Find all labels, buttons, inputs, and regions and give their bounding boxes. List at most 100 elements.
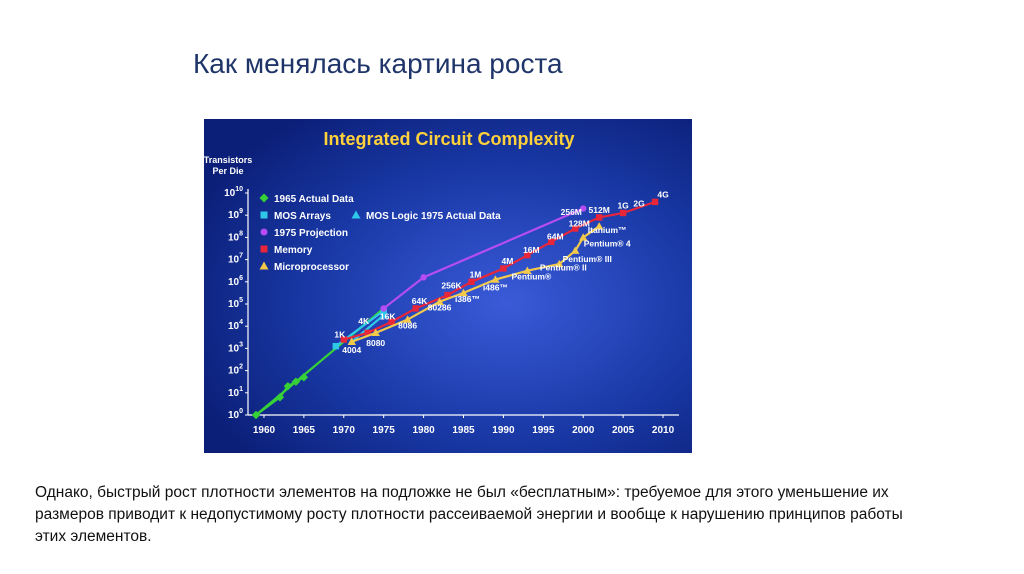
data-point-microprocessor <box>435 297 444 305</box>
x-tick-label: 1965 <box>293 425 316 436</box>
data-point-projection <box>380 305 387 312</box>
y-tick-label: 103 <box>228 341 243 354</box>
legend-label-microprocessor: Microprocessor <box>274 262 349 273</box>
data-point-memory <box>388 318 395 325</box>
data-point-memory <box>524 251 531 259</box>
data-point-memory <box>500 265 507 272</box>
chart-annotation: Pentium® 4 <box>584 238 631 248</box>
data-point-microprocessor <box>579 233 588 241</box>
chart-annotation: 4G <box>657 189 669 199</box>
chart-annotation: 1M <box>470 269 482 279</box>
data-point-memory <box>651 198 659 206</box>
legend-label-mos_logic: MOS Logic 1975 Actual Data <box>366 211 501 222</box>
data-point-microprocessor <box>459 288 468 297</box>
y-tick-label: 108 <box>228 230 243 243</box>
x-tick-label: 1960 <box>253 425 276 436</box>
chart-annotation: Pentium® <box>511 272 552 282</box>
chart-annotation: 256K <box>441 280 462 290</box>
legend-marker-memory <box>260 245 268 253</box>
data-point-microprocessor <box>347 337 356 345</box>
data-point-microprocessor <box>571 246 580 254</box>
data-point-microprocessor <box>403 315 412 323</box>
data-point-memory <box>468 278 475 285</box>
data-point-memory <box>364 329 371 337</box>
legend-label-projection: 1975 Projection <box>274 228 348 239</box>
data-point-memory <box>340 336 347 343</box>
chart-background <box>204 119 692 453</box>
legend-marker-microprocessor <box>259 261 269 270</box>
body-paragraph: Однако, быстрый рост плотности элементов… <box>35 484 903 545</box>
chart-title: Integrated Circuit Complexity <box>323 129 574 149</box>
legend-marker-mos_arrays <box>260 211 268 219</box>
chart-annotation: Itanium™ <box>588 225 627 235</box>
chart-annotation: 8080 <box>366 338 385 348</box>
data-point-microprocessor <box>371 328 380 337</box>
y-tick-label: 1010 <box>224 186 243 199</box>
x-tick-label: 1995 <box>532 425 555 436</box>
chart-annotation: 1K <box>334 329 346 339</box>
legend-marker-actual_1965 <box>259 193 269 203</box>
y-tick-label: 104 <box>228 319 243 332</box>
data-point-microprocessor <box>491 275 500 283</box>
legend-label-actual_1965: 1965 Actual Data <box>274 194 354 205</box>
chart-annotation: 4K <box>358 316 370 326</box>
chart-annotation: i486™ <box>483 283 508 293</box>
chart-annotation: 256M <box>561 207 582 217</box>
chart-annotation: 2G <box>633 198 645 208</box>
data-point-microprocessor <box>594 222 604 230</box>
data-point-mos_arrays <box>332 342 339 350</box>
chart-image: Integrated Circuit Complexity Transistor… <box>204 119 692 453</box>
chart-annotation: i386™ <box>455 294 480 304</box>
chart-annotation: 16K <box>380 312 396 322</box>
data-point-memory <box>619 209 627 217</box>
x-tick-label: 1990 <box>492 425 515 436</box>
y-tick-label: 102 <box>228 364 243 377</box>
y-tick-label: 109 <box>228 208 243 221</box>
chart-annotation: 80286 <box>428 303 452 313</box>
data-point-microprocessor <box>555 259 564 268</box>
chart-annotation: 8086 <box>398 320 417 330</box>
chart-annotation: 64K <box>412 296 428 306</box>
data-point-memory <box>548 238 555 246</box>
data-point-microprocessor <box>523 266 532 274</box>
legend-label-mos_arrays: MOS Arrays <box>274 211 331 222</box>
x-tick-label: 2010 <box>652 425 675 436</box>
data-point-actual_1965 <box>251 410 261 420</box>
chart-annotation: 4M <box>501 256 513 266</box>
legend-marker-mos_logic <box>351 210 361 219</box>
data-point-memory <box>412 305 419 312</box>
slide-title: Как менялась картина роста <box>193 48 563 79</box>
chart-annotation: 1G <box>617 201 629 211</box>
data-point-memory <box>444 291 451 299</box>
legend-label-memory: Memory <box>274 245 313 256</box>
legend-marker-projection <box>260 228 268 236</box>
series-line-mos_logic <box>351 314 385 343</box>
chart-annotation: Pentium® II <box>540 263 587 273</box>
chart-annotation: 4004 <box>342 345 361 355</box>
x-tick-label: 2005 <box>612 425 635 436</box>
chart-annotation: 16M <box>523 245 540 255</box>
data-point-projection <box>580 205 587 212</box>
chart-annotation: 512M <box>589 205 610 215</box>
data-point-actual_1965 <box>299 373 309 382</box>
data-point-actual_1965 <box>275 393 285 402</box>
y-tick-label: 107 <box>228 253 243 266</box>
y-tick-label: 101 <box>228 386 243 399</box>
y-tick-label: 100 <box>228 408 243 421</box>
y-axis-label: Transistors Per Die <box>204 155 252 176</box>
y-tick-label: 105 <box>228 297 243 310</box>
chart-annotation: Pentium® III <box>563 254 612 264</box>
chart-annotation: 64M <box>547 232 564 242</box>
data-point-mos_logic <box>379 310 388 319</box>
data-point-actual_1965 <box>283 381 293 391</box>
x-tick-label: 2000 <box>572 425 595 436</box>
x-tick-label: 1985 <box>452 425 475 436</box>
x-tick-label: 1975 <box>373 425 396 436</box>
x-tick-label: 1970 <box>333 425 356 436</box>
data-point-memory <box>595 214 603 221</box>
data-point-memory <box>572 225 579 232</box>
y-tick-label: 106 <box>228 275 243 288</box>
ic-complexity-chart: Integrated Circuit Complexity Transistor… <box>204 119 692 453</box>
chart-annotation: 128M <box>569 218 590 228</box>
data-point-projection <box>420 274 427 281</box>
